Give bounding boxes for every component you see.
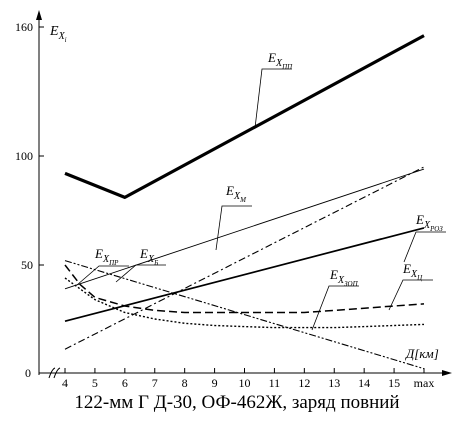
series-line-М (64, 166, 425, 350)
axis-break-mark (48, 367, 61, 379)
series-line-ЗОП (64, 277, 425, 329)
series-label-Б: EXБ (139, 246, 158, 267)
series-label-Ц: EXЦ (402, 261, 423, 282)
x-tick-label: 8 (182, 376, 188, 390)
axes: 0 50 100 160 4 5 6 7 8 9 10 11 12 13 14 15 max EXi Д[км] (15, 10, 452, 390)
x-tick-label: 6 (122, 376, 128, 390)
series-lines (64, 34, 425, 370)
chart: 0 50 100 160 4 5 6 7 8 9 10 11 12 13 14 15 max EXi Д[км] E… (15, 10, 452, 390)
series-label-М: EXМ (225, 183, 247, 204)
series-label-ЗОП: EXЗОП (329, 267, 359, 288)
label-leader-РОЗ (403, 231, 446, 263)
x-tick-label: 9 (212, 376, 218, 390)
x-tick-label: 4 (62, 376, 68, 390)
series-label-РОЗ: EXРОЗ (415, 212, 443, 233)
x-tick-label: 15 (388, 376, 400, 390)
origin-label: 0 (25, 366, 31, 380)
label-leader-Ц (388, 279, 433, 311)
x-tick-label: 13 (328, 376, 340, 390)
x-tick-label: 5 (92, 376, 98, 390)
chart-caption: 122-мм Г Д-30, ОФ-462Ж, заряд повний (74, 392, 400, 413)
y-tick-label: 160 (15, 20, 33, 34)
x-tick-label: max (414, 376, 435, 390)
label-leader-ПР (76, 265, 129, 286)
series-line-ПП (64, 34, 425, 199)
series-line-Б (64, 168, 425, 290)
label-leader-ПП (254, 68, 292, 129)
y-axis-label: EXi (49, 24, 67, 44)
label-leader-ЗОП (311, 285, 359, 331)
x-axis-label: Д[км] (404, 346, 439, 361)
label-leader-Б (115, 264, 166, 283)
series-label-ПР: EXПР (94, 246, 119, 267)
x-tick-label: 7 (152, 376, 158, 390)
series-line-ПР (64, 260, 425, 370)
x-tick-label: 12 (298, 376, 310, 390)
x-tick-label: 10 (239, 376, 251, 390)
y-axis-arrow (36, 10, 42, 20)
y-tick-label: 100 (15, 149, 33, 163)
series-labels: EXПП EXМ EXРОЗ EXБ EXПР EXЦ EXЗОП (76, 50, 446, 331)
series-line-Ц (64, 264, 425, 314)
series-label-ПП: EXПП (267, 50, 293, 71)
y-tick-label: 50 (21, 258, 33, 272)
x-tick-label: 11 (269, 376, 281, 390)
series-line-РОЗ (64, 227, 425, 323)
x-axis-arrow (442, 370, 452, 376)
label-leader-М (215, 205, 252, 251)
x-tick-label: 14 (358, 376, 370, 390)
